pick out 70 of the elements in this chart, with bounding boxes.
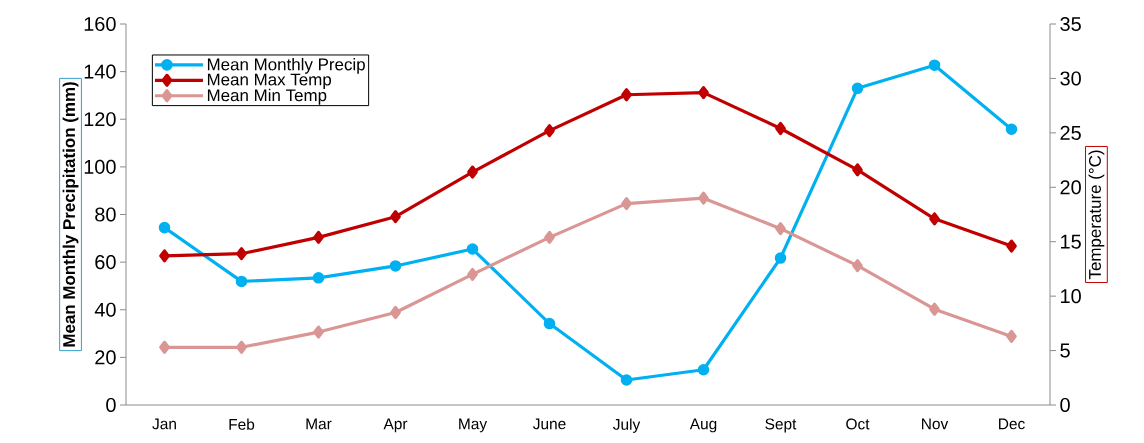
legend-label: Mean Max Temp [207, 73, 332, 89]
x-tick-label: Oct [846, 418, 870, 430]
y-tick-label: 140 [84, 64, 116, 79]
y2-tick-label: 20 [1060, 180, 1081, 195]
point [774, 252, 787, 264]
y2-tick-label: 10 [1061, 289, 1081, 304]
point [312, 272, 325, 284]
x-tick-label: Jan [152, 418, 176, 430]
point [775, 121, 786, 136]
point [159, 249, 170, 263]
point [621, 197, 632, 211]
y2-tick-label: 5 [1060, 343, 1070, 358]
x-tick-label: June [533, 418, 566, 430]
point [698, 191, 709, 205]
point [1006, 239, 1017, 253]
point [159, 340, 170, 354]
point [1005, 123, 1018, 136]
point [929, 212, 940, 226]
point [544, 124, 555, 138]
point [852, 163, 863, 177]
x-tick-label: July [613, 418, 641, 433]
x-tick-label: Sept [765, 418, 797, 433]
y-tick-label: 80 [95, 207, 116, 222]
point [158, 221, 171, 234]
y-tick-label: 100 [84, 159, 116, 174]
point [313, 230, 324, 244]
point [543, 317, 556, 330]
y-tick-label: 40 [94, 302, 116, 317]
y-tick-label: 0 [106, 397, 116, 413]
point [390, 210, 401, 224]
y-tick-label: 120 [84, 112, 116, 127]
x-tick-label: Dec [999, 418, 1025, 430]
point [467, 165, 478, 179]
point [852, 259, 863, 273]
y2-tick-label: 35 [1060, 16, 1081, 32]
y2-tick-label: 30 [1060, 71, 1081, 86]
x-tick-label: Aug [689, 418, 717, 433]
point [390, 305, 401, 320]
point [389, 260, 402, 272]
point [620, 374, 633, 386]
point [236, 247, 247, 261]
point [544, 230, 555, 244]
y-tick-label: 160 [84, 16, 116, 32]
point [466, 243, 479, 255]
point [698, 85, 709, 100]
point [1006, 329, 1017, 343]
x-tick-label: Apr [383, 418, 408, 433]
point [236, 340, 247, 354]
point [929, 302, 940, 316]
legend-label: Mean Monthly Precip [207, 57, 365, 74]
point [775, 222, 786, 236]
legend-label: Mean Min Temp [207, 88, 327, 105]
x-tick-label: May [459, 418, 488, 433]
y2-tick-label: 0 [1060, 397, 1070, 413]
point [621, 88, 632, 102]
point [313, 325, 324, 339]
point [235, 275, 248, 288]
y-axis-title: Mean Monthly Precipitation (mm) [62, 82, 79, 347]
x-tick-label: Nov [922, 418, 949, 430]
y2-tick-label: 25 [1060, 125, 1081, 140]
x-tick-label: Mar [306, 418, 332, 430]
point [467, 267, 478, 281]
y2-tick-label: 15 [1061, 234, 1081, 249]
x-tick-label: Feb [229, 418, 255, 430]
point [851, 82, 864, 95]
y2-axis-title: Temperature (°C) [1088, 150, 1105, 280]
point [928, 59, 941, 71]
point [697, 363, 710, 376]
y-tick-label: 60 [95, 255, 116, 270]
y-tick-label: 20 [95, 350, 116, 365]
